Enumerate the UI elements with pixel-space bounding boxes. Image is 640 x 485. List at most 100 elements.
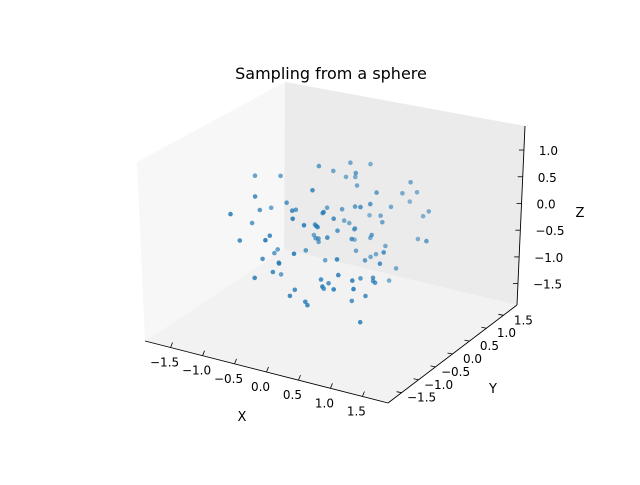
- z-axis-line: [516, 125, 526, 306]
- y-tick-mark: [498, 313, 504, 316]
- scatter-point: [407, 199, 413, 204]
- z-tick-label: 0.5: [538, 171, 557, 185]
- x-tick-label: 0.5: [283, 388, 302, 402]
- scatter-point: [349, 236, 355, 242]
- x-axis-label: X: [238, 410, 247, 425]
- scatter-point: [272, 250, 277, 256]
- x-tick-mark: [234, 358, 237, 364]
- scatter-point: [292, 287, 298, 293]
- scatter-point: [341, 218, 347, 223]
- scatter-point: [326, 281, 331, 286]
- scatter-point: [377, 261, 383, 267]
- z-tick-label: −1.5: [533, 278, 562, 292]
- z-tick-label: 1.0: [539, 144, 558, 158]
- scatter-point: [278, 272, 284, 277]
- scatter-point: [381, 250, 387, 255]
- scatter-point: [372, 280, 378, 286]
- scatter-point: [339, 206, 345, 212]
- y-tick-mark: [413, 378, 419, 381]
- scatter-point: [336, 272, 341, 278]
- scatter-point: [325, 235, 330, 240]
- scatter-point: [276, 261, 282, 266]
- z-tick-label: 0.0: [537, 197, 556, 211]
- scatter-point: [369, 232, 375, 238]
- scatter-point: [347, 220, 352, 226]
- scatter-point: [260, 256, 265, 262]
- y-tick-mark: [396, 391, 402, 394]
- scatter-point: [378, 213, 383, 218]
- scatter-point: [284, 200, 289, 205]
- y-tick-mark: [447, 352, 453, 355]
- x-tick-label: 1.5: [347, 404, 366, 418]
- scatter-point: [228, 211, 233, 217]
- scatter-point: [322, 258, 328, 263]
- scatter-point: [316, 163, 322, 169]
- scatter-point: [362, 258, 368, 263]
- y-tick-label: 0.5: [480, 339, 499, 353]
- scatter-point: [343, 174, 349, 180]
- scatter-point: [393, 266, 399, 271]
- z-tick-label: −0.5: [535, 224, 564, 238]
- x-tick-mark: [330, 383, 333, 389]
- scatter-point: [320, 284, 325, 289]
- scatter-point: [303, 248, 309, 253]
- scatter-point: [370, 275, 376, 281]
- scatter-point: [305, 302, 310, 308]
- scatter-point: [331, 216, 337, 221]
- y-tick-mark: [430, 365, 436, 368]
- x-tick-label: −0.5: [214, 372, 243, 386]
- scatter-point: [275, 247, 281, 252]
- scatter-point: [237, 238, 243, 243]
- scatter-point: [363, 293, 368, 299]
- scatter-point: [424, 238, 429, 244]
- y-tick-label: 1.5: [514, 313, 533, 327]
- scatter-point: [426, 209, 432, 214]
- scatter-point: [408, 180, 413, 185]
- scatter-point: [293, 207, 299, 213]
- scatter-point: [268, 205, 274, 211]
- z-tick-label: −1.0: [534, 251, 563, 265]
- scatter-point: [318, 277, 324, 282]
- scatter-point: [278, 173, 283, 179]
- scatter-point: [352, 204, 358, 209]
- scatter-point: [331, 168, 336, 174]
- scatter-point: [386, 278, 392, 283]
- x-tick-label: 1.0: [315, 396, 334, 410]
- x-tick-label: −1.0: [182, 364, 211, 378]
- x-tick-mark: [170, 342, 173, 348]
- scatter-point: [373, 251, 379, 257]
- scatter-point: [368, 201, 373, 207]
- z-axis-label: Z: [576, 206, 585, 221]
- y-axis-label: Y: [488, 382, 497, 397]
- scatter-point: [367, 213, 372, 218]
- scatter-points: [228, 160, 432, 325]
- scatter-point: [353, 248, 359, 254]
- scatter-point: [414, 190, 420, 195]
- y-tick-label: −0.5: [441, 365, 470, 379]
- y-tick-label: 0.0: [463, 352, 482, 366]
- scatter-point: [321, 209, 326, 215]
- scatter-point: [357, 319, 363, 325]
- scatter-point: [415, 236, 421, 242]
- scatter-point: [380, 219, 385, 225]
- scatter-point: [400, 191, 405, 196]
- scatter-point: [374, 190, 379, 195]
- y-tick-label: −1.0: [424, 378, 453, 392]
- scatter-point: [257, 207, 263, 213]
- x-tick-label: −1.5: [150, 356, 179, 370]
- scatter-point: [316, 239, 321, 245]
- scatter-point: [353, 170, 359, 176]
- x-tick-mark: [298, 375, 301, 381]
- scatter-point: [252, 275, 257, 281]
- scatter-point: [368, 161, 373, 167]
- scatter-point: [315, 224, 320, 230]
- scatter-point: [352, 227, 357, 232]
- scatter-point: [353, 174, 358, 180]
- scatter-point: [267, 233, 273, 238]
- scatter-point: [263, 237, 268, 243]
- scatter-point: [358, 204, 363, 210]
- scatter-point: [334, 257, 340, 262]
- scatter-point: [383, 243, 388, 249]
